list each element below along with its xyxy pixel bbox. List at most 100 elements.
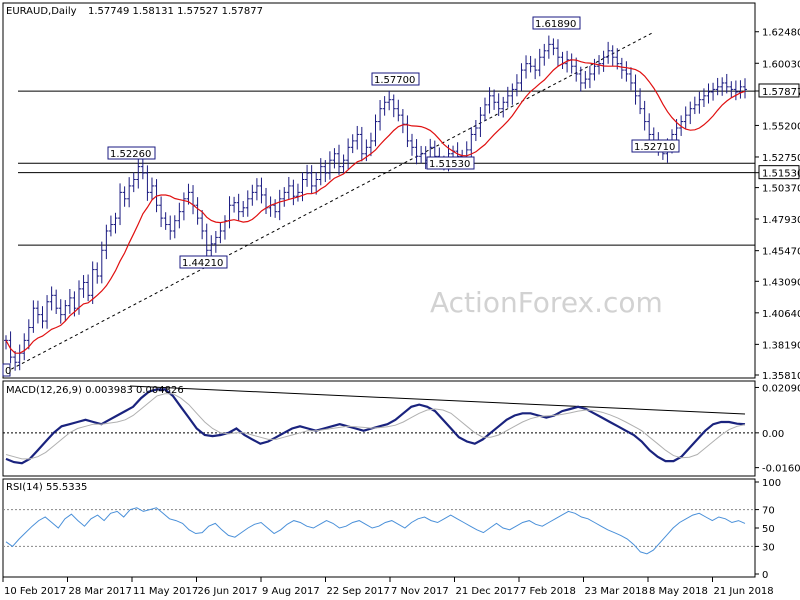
ohlc-bar — [163, 212, 168, 230]
ohlc-bar — [738, 80, 743, 99]
rsi-tick-label: 30 — [762, 542, 775, 553]
rsi-panel — [2, 478, 756, 578]
ohlc-bar — [583, 71, 588, 89]
ohlc-bar — [391, 94, 396, 118]
ohlc-bar — [601, 50, 606, 72]
ohlc-bar — [546, 35, 551, 59]
price-tick-label: 1.62480 — [762, 28, 800, 39]
ohlc-bar — [359, 126, 364, 162]
ohlc-bar — [204, 223, 209, 259]
macd-panel — [2, 380, 756, 477]
price-tick-label: 1.51530 — [762, 169, 800, 180]
ohlc-bar — [95, 262, 100, 284]
ohlc-bar — [295, 183, 300, 202]
ohlc-bar — [35, 300, 40, 324]
macd-header: MACD(12,26,9) 0.003983 0.004826 — [6, 385, 184, 396]
ohlc-bar — [405, 115, 410, 148]
ohlc-bar — [606, 41, 611, 64]
price-tick-label: 1.50370 — [762, 184, 800, 195]
price-tick-label: 1.40640 — [762, 309, 800, 320]
ohlc-bar — [118, 183, 123, 226]
ohlc-bar — [259, 177, 264, 204]
ohlc-bar — [341, 154, 346, 174]
moving-average-line — [5, 59, 746, 354]
ohlc-bar — [327, 151, 332, 180]
ohlc-bar — [592, 58, 597, 81]
price-tick-label: 1.60030 — [762, 59, 800, 70]
ohlc-bar — [373, 114, 378, 147]
ohlc-bar — [323, 160, 328, 183]
ohlc-bar — [496, 93, 501, 117]
annotation-2: 1.52260 — [107, 146, 156, 160]
ohlc-bar — [250, 184, 255, 206]
ohlc-bar — [469, 127, 474, 159]
ohlc-bar — [387, 90, 392, 111]
price-tick-label: 1.55200 — [762, 121, 800, 132]
macd-tick-label: 0.00 — [762, 429, 784, 440]
ohlc-bar — [218, 222, 223, 244]
ohlc-bar — [209, 235, 214, 257]
ohlc-bar — [236, 193, 241, 221]
ohlc-bar — [409, 133, 414, 156]
ohlc-bar — [67, 289, 72, 314]
ohlc-bar — [222, 215, 227, 240]
ohlc-bar — [309, 165, 314, 194]
ohlc-bar — [90, 261, 95, 304]
ohlc-bar — [136, 158, 141, 189]
ohlc-bar — [13, 350, 18, 371]
x-tick-label: 11 May 2017 — [133, 586, 198, 597]
ohlc-bar — [300, 172, 305, 202]
ohlc-bar — [578, 66, 583, 92]
ohlc-bar — [86, 274, 91, 302]
price-panel — [2, 2, 756, 379]
ohlc-bar — [159, 196, 164, 228]
ohlc-bar — [181, 192, 186, 221]
ohlc-bar — [99, 241, 104, 284]
ohlc-bar — [58, 299, 63, 324]
ohlc-bar — [22, 333, 27, 361]
ohlc-bar — [574, 57, 579, 82]
x-tick-label: 22 Sep 2017 — [327, 586, 390, 597]
ohlc-bar — [355, 125, 360, 150]
ohlc-bar — [104, 224, 109, 260]
rsi-header: RSI(14) 55.5335 — [6, 482, 87, 493]
ohlc-bar — [683, 106, 688, 129]
price-tick-label: 1.45470 — [762, 247, 800, 258]
ohlc-bar — [743, 78, 747, 99]
price-tick-label: 1.47930 — [762, 215, 800, 226]
price-tick-label: 1.57877 — [762, 87, 800, 98]
ohlc-bar — [337, 144, 342, 175]
ohlc-bar — [610, 45, 615, 67]
ohlc-bar — [537, 48, 542, 77]
macd-trendline — [129, 385, 746, 415]
ohlc-bar — [555, 39, 560, 67]
ohlc-bar — [127, 177, 132, 208]
ohlc-bar — [706, 83, 711, 104]
ohlc-bar — [213, 230, 218, 253]
ohlc-bar — [514, 74, 519, 97]
ohlc-bar — [524, 55, 529, 79]
ohlc-bar — [638, 88, 643, 115]
macd-signal-line — [5, 393, 746, 460]
annotation-5: 1.44210 — [179, 255, 228, 269]
ohlc-bar — [642, 100, 647, 131]
ohlc-bar — [587, 65, 592, 89]
ohlc-bar — [528, 55, 533, 73]
current-price-box — [758, 83, 800, 98]
ohlc-bar — [711, 82, 716, 101]
ohlc-bar — [40, 306, 45, 329]
x-tick-label: 28 Mar 2017 — [69, 586, 132, 597]
x-tick-label: 7 Nov 2017 — [391, 586, 449, 597]
symbol-label: EURAUD,Daily — [6, 6, 77, 17]
ohlc-bar — [628, 67, 633, 91]
annotation-0: 1.61890 — [532, 16, 581, 30]
ohlc-bar — [277, 189, 282, 221]
ohlc-bar — [715, 77, 720, 96]
ohlc-bar — [8, 331, 13, 364]
ohlc-bar — [720, 77, 725, 96]
svg-text:1.61890: 1.61890 — [535, 19, 576, 30]
ohlc-bar — [241, 201, 246, 218]
ohlc-bar — [350, 134, 355, 154]
ohlc-bar — [487, 87, 492, 114]
